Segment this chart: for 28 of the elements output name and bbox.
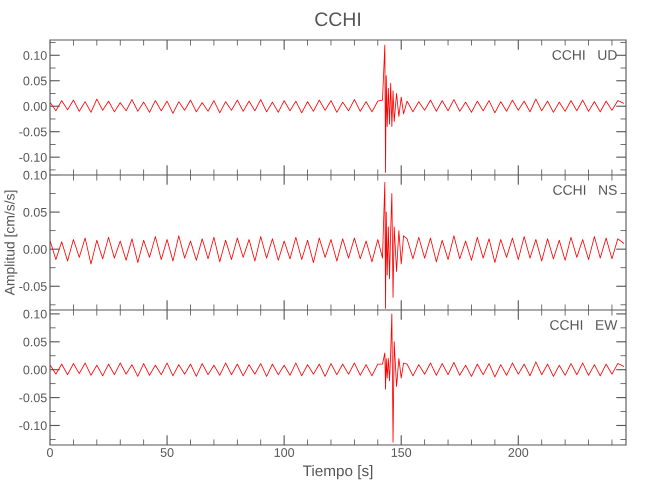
x-tick-label: 0 bbox=[47, 448, 53, 457]
annotation: CCHI NS bbox=[553, 185, 617, 195]
y-tick-label: -0.05 bbox=[19, 128, 47, 136]
x-tick-label: 100 bbox=[274, 448, 294, 457]
y-axis-title: Amplitud [cm/s/s] bbox=[4, 190, 18, 296]
y-tick-label: 0.10 bbox=[23, 310, 47, 319]
y-tick-label: -0.05 bbox=[19, 282, 47, 291]
x-tick-label: 200 bbox=[508, 448, 528, 457]
y-tick-label: -0.10 bbox=[19, 152, 47, 162]
y-tick-label: 0.05 bbox=[23, 338, 47, 346]
annotation: CCHI UD bbox=[552, 50, 617, 60]
x-axis-title: Tiempo [s] bbox=[302, 464, 372, 480]
y-tick-label: 0.10 bbox=[23, 170, 47, 180]
y-tick-label: -0.10 bbox=[19, 421, 47, 430]
y-tick-label: 0.00 bbox=[23, 244, 47, 254]
y-tick-label: 0.05 bbox=[23, 76, 47, 86]
line-series bbox=[50, 313, 624, 443]
line-series bbox=[50, 182, 624, 309]
y-tick-label: 0.00 bbox=[23, 102, 47, 111]
line-series bbox=[50, 44, 624, 173]
y-tick-label: -0.05 bbox=[19, 393, 47, 402]
x-tick-label: 150 bbox=[392, 448, 412, 457]
y-tick-label: 0.10 bbox=[23, 51, 47, 60]
y-tick-label: 0.00 bbox=[23, 365, 47, 374]
x-tick-label: 50 bbox=[160, 448, 174, 457]
y-tick-label: 0.05 bbox=[23, 208, 47, 217]
chart-title: CCHI bbox=[315, 12, 360, 26]
annotation: CCHI EW bbox=[550, 320, 618, 330]
